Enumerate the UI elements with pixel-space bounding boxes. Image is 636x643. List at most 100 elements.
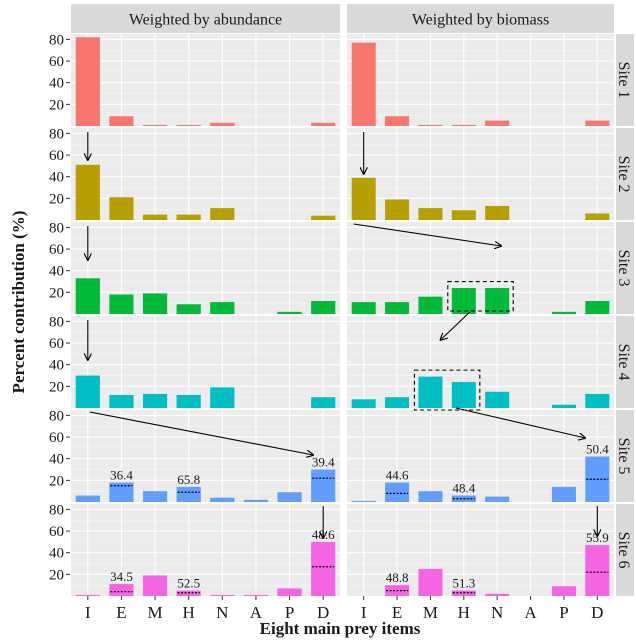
data-label: 52.5: [177, 576, 200, 591]
column-strip-label: Weighted by abundance: [129, 12, 282, 29]
data-label: 36.4: [110, 468, 133, 483]
bar-M: [142, 214, 168, 220]
row-strip: [616, 222, 634, 314]
bar-D: [311, 541, 336, 596]
bar-H: [176, 214, 201, 220]
bar-I: [351, 302, 376, 314]
panel-background: [347, 504, 614, 596]
y-tick-label: 20: [49, 567, 64, 583]
y-tick-label: 40: [49, 358, 64, 374]
data-label: 65.8: [177, 472, 200, 487]
y-tick-label: 40: [49, 264, 64, 280]
bar-A: [243, 594, 269, 596]
y-tick-label: 60: [49, 430, 64, 446]
bar-D: [585, 213, 610, 220]
bar-I: [75, 37, 100, 127]
bar-N: [485, 496, 510, 502]
panel-background: [347, 222, 614, 314]
bar-D: [585, 120, 610, 126]
row-strip-label: Site 4: [615, 344, 632, 381]
bar-M: [142, 575, 168, 596]
row-strip-label: Site 3: [615, 250, 632, 287]
bar-M: [142, 491, 168, 502]
x-tick-label: E: [392, 603, 402, 622]
bar-M: [418, 376, 443, 408]
x-tick-label: M: [148, 603, 163, 622]
bar-D: [311, 215, 336, 220]
bar-D: [311, 122, 336, 126]
bar-N: [485, 120, 510, 126]
panel-background: [71, 504, 340, 596]
data-label: 55.9: [586, 530, 609, 545]
bar-H: [176, 304, 201, 314]
bar-E: [109, 197, 134, 220]
x-axis-title: Eight main prey items: [260, 619, 421, 638]
bar-N: [485, 205, 510, 220]
x-tick-label: H: [458, 603, 470, 622]
bar-M: [418, 208, 443, 220]
row-strip: [616, 410, 634, 502]
bar-M: [142, 124, 168, 126]
data-label: 34.5: [110, 569, 133, 584]
bar-N: [210, 387, 235, 408]
arrow: [440, 311, 471, 340]
bar-D: [311, 301, 336, 314]
bar-E: [385, 482, 410, 502]
bar-E: [109, 116, 134, 126]
highlight-box: [413, 369, 481, 411]
bar-N: [210, 594, 235, 596]
y-tick-label: 20: [49, 191, 64, 207]
bar-N: [210, 122, 235, 126]
bar-M: [142, 393, 168, 408]
x-tick-label: A: [250, 603, 263, 622]
x-tick-label: M: [423, 603, 438, 622]
y-tick-label: 20: [49, 97, 64, 113]
y-tick-label: 80: [49, 314, 64, 330]
y-tick-label: 60: [49, 54, 64, 70]
bar-H: [176, 395, 201, 408]
data-label: 44.6: [386, 468, 409, 483]
x-tick-label: H: [183, 603, 195, 622]
bar-P: [551, 486, 576, 502]
row-strip-label: Site 2: [615, 156, 632, 193]
data-label: 48.8: [386, 570, 409, 585]
panel-background: [71, 34, 340, 126]
bar-H: [176, 486, 201, 502]
bar-E: [385, 116, 410, 126]
row-strip-label: Site 6: [615, 532, 632, 569]
panel-background: [71, 316, 340, 408]
y-tick-label: 60: [49, 242, 64, 258]
bar-I: [351, 42, 376, 126]
bar-E: [109, 584, 134, 596]
bar-H: [451, 210, 476, 220]
annotations-layer: [88, 132, 598, 538]
bar-N: [210, 208, 235, 220]
column-strip: [71, 4, 340, 33]
y-tick-label: 60: [49, 524, 64, 540]
bar-E: [109, 395, 134, 408]
bar-M: [418, 491, 443, 502]
y-axis-title: Percent contribution (%): [9, 211, 28, 394]
bar-D: [311, 469, 336, 502]
data-label: 51.3: [452, 576, 475, 591]
y-tick-label: 80: [49, 220, 64, 236]
x-tick-label: N: [216, 603, 228, 622]
column-strip-label: Weighted by biomass: [412, 12, 549, 29]
bar-I: [351, 177, 376, 220]
bar-M: [418, 124, 443, 126]
arrow: [353, 223, 502, 246]
bar-E: [385, 199, 410, 220]
bar-E: [109, 482, 134, 502]
y-tick-label: 20: [49, 379, 64, 395]
y-tick-label: 80: [49, 408, 64, 424]
x-tick-label: I: [361, 603, 367, 622]
row-strip-label: Site 5: [615, 438, 632, 475]
y-tick-label: 40: [49, 76, 64, 92]
panel-background: [347, 34, 614, 126]
panel-background: [347, 316, 614, 408]
row-strip: [616, 34, 634, 126]
bar-H: [451, 382, 476, 408]
data-label: 50.4: [586, 442, 609, 457]
bar-D: [585, 393, 610, 408]
x-tick-label: D: [591, 603, 603, 622]
